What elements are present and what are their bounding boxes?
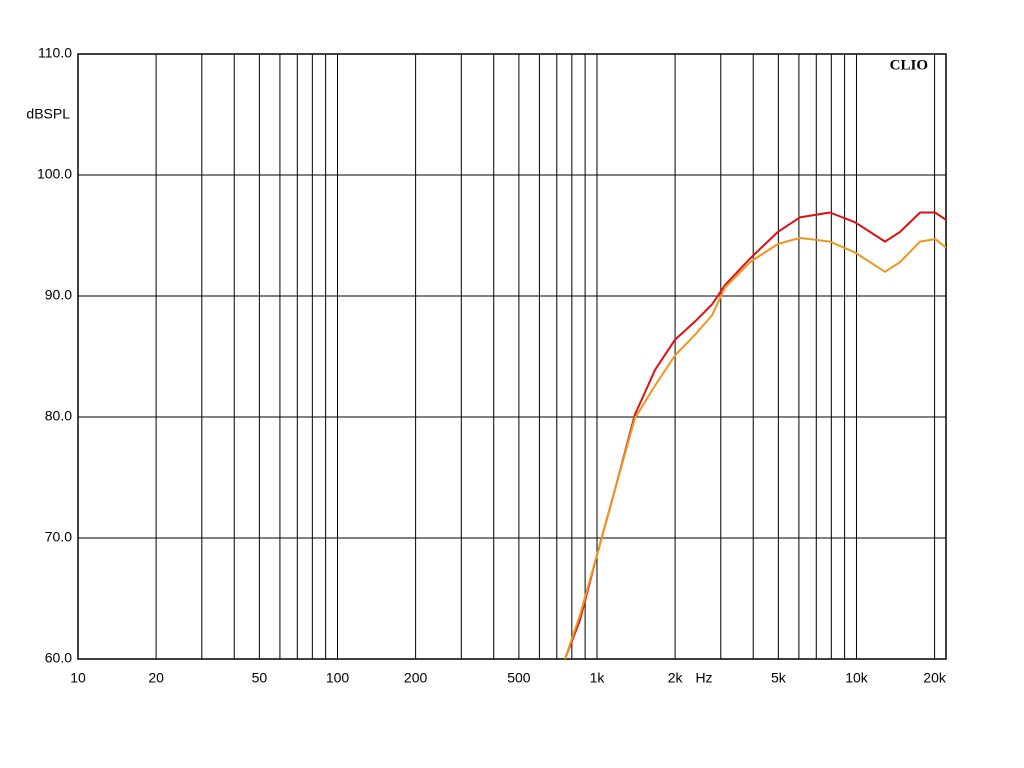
y-tick-label: 70.0 xyxy=(45,529,72,545)
x-tick-label: 50 xyxy=(252,670,268,686)
y-tick-label: 60.0 xyxy=(45,650,72,666)
x-tick-label: 20 xyxy=(148,670,164,686)
y-tick-label: 100.0 xyxy=(37,166,72,182)
plot-layer: 60.0 70.0 80.0 90.0 100.0 110.0 10 20 50 100 200 50… xyxy=(37,45,947,686)
chart-title: CLIO xyxy=(890,57,928,73)
series-line xyxy=(564,211,946,659)
x-tick-label: 2k xyxy=(668,670,684,686)
x-tick-label: 5k xyxy=(771,670,787,686)
y-axis-label: dBSPL xyxy=(26,106,70,122)
y-tick-label: 90.0 xyxy=(45,287,72,303)
x-tick-label: 1k xyxy=(590,670,606,686)
series-line xyxy=(564,236,946,659)
x-axis-label: Hz xyxy=(695,670,712,686)
x-tick-label: 200 xyxy=(404,670,428,686)
x-tick-label: 10k xyxy=(845,670,869,686)
x-tick-label: 100 xyxy=(326,670,350,686)
y-tick-label: 80.0 xyxy=(45,408,72,424)
y-tick-label: 110.0 xyxy=(38,45,72,61)
x-tick-label: 500 xyxy=(507,670,531,686)
x-tick-label: 20k xyxy=(923,670,947,686)
x-tick-label: 10 xyxy=(70,670,86,686)
